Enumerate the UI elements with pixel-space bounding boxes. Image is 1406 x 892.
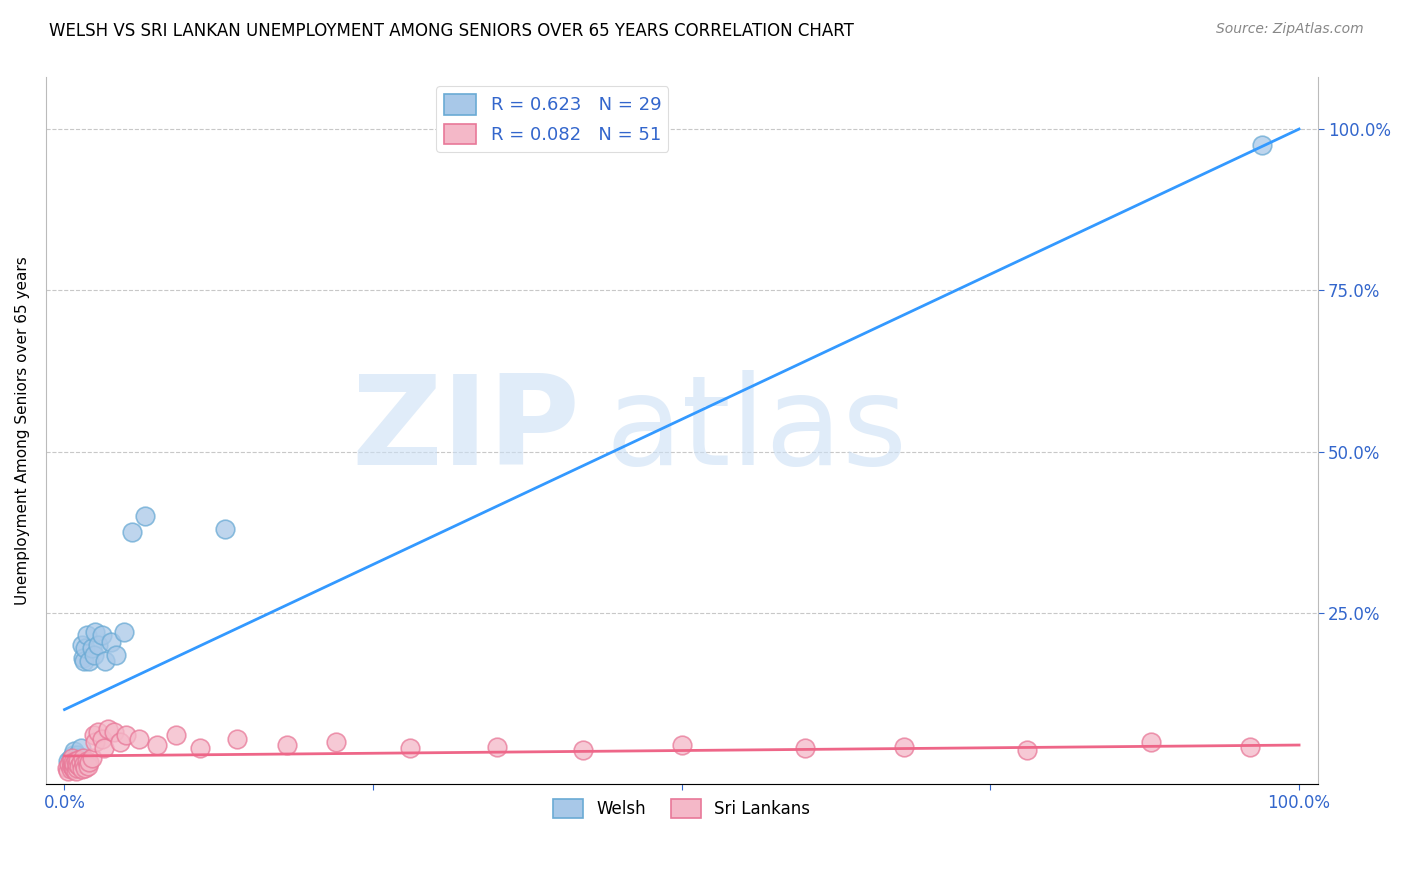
Point: [60, 753, 83, 767]
Point: [63, 757, 86, 772]
Text: WELSH VS SRI LANKAN UNEMPLOYMENT AMONG SENIORS OVER 65 YEARS CORRELATION CHART: WELSH VS SRI LANKAN UNEMPLOYMENT AMONG S…: [49, 22, 853, 40]
Point: [67, 751, 90, 765]
Point: [87, 638, 110, 652]
Point: [146, 738, 169, 752]
Point: [56, 761, 79, 775]
Point: [63, 744, 86, 758]
Point: [65, 754, 87, 768]
Point: [75, 761, 97, 775]
Point: [83, 728, 105, 742]
Point: [94, 654, 117, 668]
Point: [794, 741, 817, 756]
Point: [62, 756, 84, 770]
Text: Source: ZipAtlas.com: Source: ZipAtlas.com: [1216, 22, 1364, 37]
Point: [60, 751, 83, 765]
Point: [485, 739, 508, 754]
Point: [65, 764, 87, 778]
Point: [276, 738, 298, 752]
Point: [128, 731, 150, 746]
Legend: Welsh, Sri Lankans: Welsh, Sri Lankans: [547, 792, 817, 825]
Point: [80, 641, 103, 656]
Point: [59, 751, 82, 765]
Point: [62, 761, 84, 775]
Point: [165, 728, 187, 742]
Text: atlas: atlas: [606, 370, 908, 491]
Point: [105, 648, 128, 662]
Point: [77, 654, 100, 668]
Point: [72, 651, 94, 665]
Point: [69, 741, 91, 756]
Point: [66, 747, 89, 762]
Point: [67, 759, 90, 773]
Point: [90, 628, 112, 642]
Point: [671, 738, 693, 752]
Point: [84, 735, 107, 749]
Point: [60, 759, 83, 773]
Point: [75, 641, 97, 656]
Point: [112, 625, 135, 640]
Point: [893, 739, 915, 754]
Point: [226, 731, 249, 746]
Point: [572, 742, 595, 756]
Point: [93, 741, 115, 756]
Point: [72, 751, 94, 765]
Point: [70, 638, 93, 652]
Point: [59, 762, 82, 776]
Point: [73, 757, 96, 772]
Point: [59, 754, 82, 768]
Point: [100, 635, 122, 649]
Point: [65, 754, 87, 768]
Point: [80, 751, 103, 765]
Point: [108, 735, 131, 749]
Text: ZIP: ZIP: [352, 370, 581, 491]
Point: [77, 756, 100, 770]
Point: [62, 747, 84, 762]
Point: [1239, 739, 1261, 754]
Point: [1017, 742, 1039, 756]
Point: [84, 625, 107, 640]
Point: [67, 753, 90, 767]
Point: [66, 761, 89, 775]
Point: [73, 654, 96, 668]
Point: [188, 741, 211, 756]
Point: [399, 741, 422, 756]
Point: [58, 757, 80, 772]
Point: [76, 754, 98, 768]
Point: [70, 762, 93, 776]
Point: [83, 648, 105, 662]
Point: [103, 725, 125, 739]
Point: [87, 725, 110, 739]
Point: [76, 628, 98, 642]
Point: [66, 757, 89, 772]
Point: [134, 509, 156, 524]
Point: [97, 722, 120, 736]
Point: [90, 731, 112, 746]
Y-axis label: Unemployment Among Seniors over 65 years: Unemployment Among Seniors over 65 years: [15, 256, 30, 605]
Point: [69, 756, 91, 770]
Point: [121, 525, 143, 540]
Point: [77, 759, 100, 773]
Point: [115, 728, 138, 742]
Point: [1251, 138, 1274, 153]
Point: [325, 735, 347, 749]
Point: [58, 764, 80, 778]
Point: [63, 762, 86, 776]
Point: [67, 753, 90, 767]
Point: [1140, 735, 1163, 749]
Point: [214, 522, 236, 536]
Point: [58, 754, 80, 768]
